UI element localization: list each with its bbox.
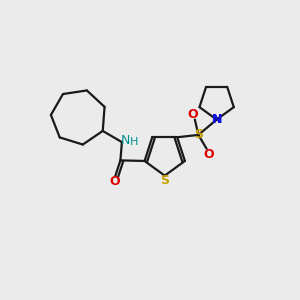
Text: S: S (194, 128, 203, 141)
Text: O: O (204, 148, 214, 160)
Text: H: H (130, 137, 138, 147)
Text: S: S (160, 174, 169, 188)
Text: N: N (121, 134, 130, 147)
Text: N: N (212, 113, 222, 126)
Text: N: N (212, 113, 222, 126)
Text: O: O (188, 108, 198, 121)
Text: O: O (110, 176, 120, 188)
